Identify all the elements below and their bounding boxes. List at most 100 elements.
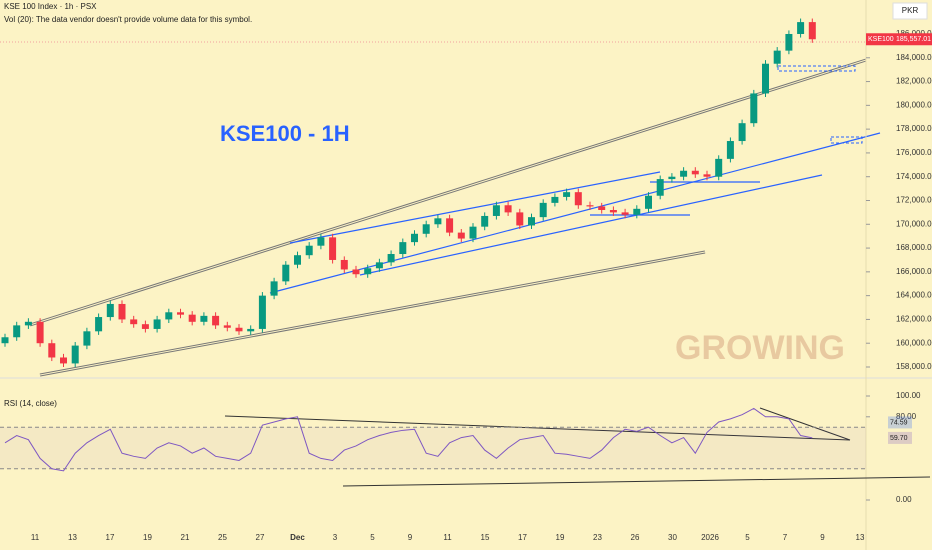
x-tick-label: 9 [408,533,413,542]
candle-body [399,242,407,255]
candle-body [247,328,255,332]
candle-body [469,226,477,239]
candle-body [165,312,173,320]
x-tick-label: 13 [856,533,865,542]
candle-body [340,259,348,270]
candle-body [773,50,781,64]
candle-body [762,63,769,94]
y-tick-label: 166,000.00 [896,267,932,276]
candle-body [24,321,32,326]
candle-body [680,170,688,177]
rsi-badge [888,431,912,444]
candle-body [633,208,641,215]
candle-body [60,357,67,364]
candle-body [563,192,571,197]
candle-body [95,317,103,332]
annotation: KSE100 - 1H [220,121,350,146]
volume-note: Vol (20): The data vendor doesn't provid… [4,15,252,24]
currency[interactable]: PKR [902,6,919,15]
candle-body [235,327,243,332]
candle-body [750,93,758,124]
candle-body [434,218,442,225]
candle-body [726,141,734,159]
candle-body [13,325,21,338]
candle-body [364,268,372,275]
candle-body [177,312,184,315]
ticker: KSE100 [868,36,894,43]
candle-body [188,314,196,322]
candle-body [551,196,559,203]
candle-body [586,205,594,207]
y-tick-label: 180,000.00 [896,100,932,109]
y-tick-label: 178,000.00 [896,124,932,133]
candle-body [504,205,512,213]
rsi-title: RSI (14, close) [4,399,57,408]
candle-body [516,212,524,226]
candle-body [656,179,664,196]
candle-body [223,325,231,328]
candle-body [200,315,208,322]
candle-body [83,331,91,346]
rsi-badge [888,416,912,429]
x-tick-label: 30 [668,533,677,542]
ticker-badge [866,33,894,46]
x-tick-label: 19 [556,533,565,542]
x-tick-label: 11 [443,533,452,542]
candle-body [668,176,676,180]
rsi-tick-label: 0.00 [896,495,912,504]
price-badge [894,33,932,46]
rsi-tick-label: 100.00 [896,391,921,400]
candle-body [270,281,278,296]
x-tick-label: 23 [593,533,602,542]
candle-body [387,254,395,263]
x-tick-label: 11 [31,533,40,542]
x-tick-label: 3 [333,533,338,542]
rsi-tick-label: 80.00 [896,412,917,421]
candle-body [282,264,290,282]
x-tick-label: 17 [106,533,115,542]
candle-body [329,237,337,260]
candle-body [609,210,617,213]
y-tick-label: 168,000.00 [896,243,932,252]
rsi-line [4,407,813,472]
rsi-badge-label: 59.70 [890,435,908,442]
x-tick-label: 5 [745,533,750,542]
candle-body [294,255,301,265]
x-tick-label: 5 [370,533,375,542]
candle-body [621,212,629,215]
y-tick-label: 162,000.00 [896,315,932,324]
y-tick-label: 158,000.00 [896,362,932,371]
candle-body [153,319,161,329]
candle-body [106,303,114,318]
candle-body [1,337,9,344]
x-tick-label: 19 [143,533,152,542]
watermark: GROWING [675,329,845,367]
x-tick-label: 2026 [701,533,719,542]
x-tick-label: 21 [181,533,190,542]
candle-body [446,218,454,233]
y-tick-label: 170,000.00 [896,219,932,228]
y-tick-label: 164,000.00 [896,291,932,300]
x-tick-label: 17 [518,533,527,542]
x-tick-label: 27 [256,533,265,542]
candle-body [258,295,266,329]
candle-body [574,192,582,206]
candle-body [703,174,711,177]
candle-body [48,343,56,358]
y-tick-label: 172,000.00 [896,196,932,205]
x-tick-label: Dec [290,533,305,542]
x-tick-label: 13 [68,533,77,542]
candle-body [71,345,79,364]
x-tick-label: 15 [481,533,490,542]
x-tick-label: 7 [783,533,788,542]
y-tick-label: 184,000.00 [896,53,932,62]
candle-body [785,33,793,51]
candle-body [118,303,126,320]
x-tick-label: 26 [631,533,640,542]
rsi-badge-label: 74.59 [890,419,908,426]
currency-box[interactable] [892,2,928,20]
y-tick-label: 174,000.00 [896,172,932,181]
candle-body [317,237,325,246]
